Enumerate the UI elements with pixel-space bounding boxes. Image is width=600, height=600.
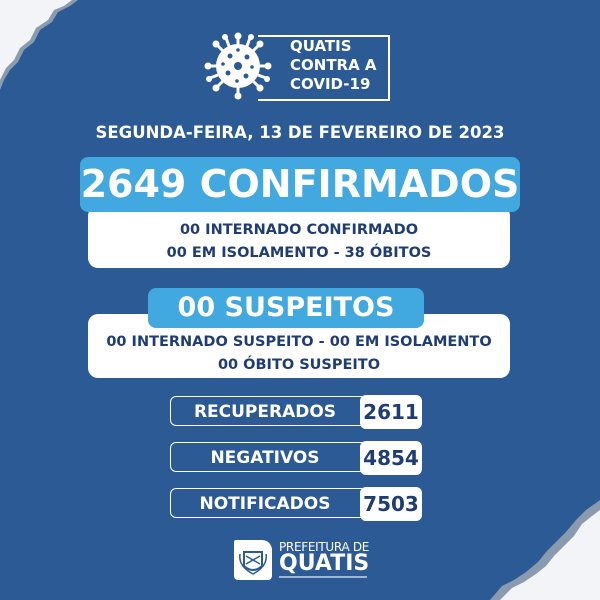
logo-line: COVID-19 (290, 75, 371, 93)
suspected-banner: 00 SUSPEITOS (148, 288, 424, 328)
confirmed-details: 00 INTERNADO CONFIRMADO 00 EM ISOLAMENTO… (88, 206, 510, 268)
prefeitura-logo: PREFEITURA DE QUATIS (234, 540, 374, 582)
logo-line: CONTRA A (290, 56, 377, 74)
logo-text: QUATIS CONTRA A COVID-19 (290, 37, 377, 94)
logo-frame (258, 35, 390, 101)
bulletin-date: SEGUNDA-FEIRA, 13 DE FEVEREIRO DE 2023 (95, 123, 505, 142)
campaign-logo: QUATIS CONTRA A COVID-19 (204, 30, 394, 102)
footer-line1: PREFEITURA DE (279, 540, 370, 554)
footer-line2: QUATIS (279, 551, 370, 576)
stat-label: RECUPERADOS (170, 396, 370, 426)
suspected-deaths: 00 ÓBITO SUSPEITO (217, 357, 381, 373)
confirmed-isolation-deaths: 00 EM ISOLAMENTO - 38 ÓBITOS (166, 245, 432, 261)
stat-row-recovered: RECUPERADOS 2611 (170, 395, 422, 429)
virus-icon (204, 32, 272, 100)
stat-label: NOTIFICADOS (170, 488, 370, 518)
suspected-hospitalized-isolation: 00 INTERNADO SUSPEITO - 00 EM ISOLAMENTO (106, 334, 492, 350)
stat-label: NEGATIVOS (170, 442, 370, 472)
footer-tagline-decor (279, 576, 367, 578)
stat-value: 2611 (360, 395, 422, 429)
logo-line: QUATIS (290, 37, 352, 55)
confirmed-banner: 2649 CONFIRMADOS (80, 157, 520, 212)
stat-row-negative: NEGATIVOS 4854 (170, 441, 422, 475)
stat-value: 4854 (360, 441, 422, 475)
torn-paper-corner (500, 510, 600, 600)
stat-value: 7503 (360, 487, 422, 521)
confirmed-hospitalized: 00 INTERNADO CONFIRMADO (179, 222, 419, 238)
torn-paper-corner (0, 0, 72, 80)
coat-of-arms-icon (234, 540, 272, 580)
stat-row-notified: NOTIFICADOS 7503 (170, 487, 422, 521)
